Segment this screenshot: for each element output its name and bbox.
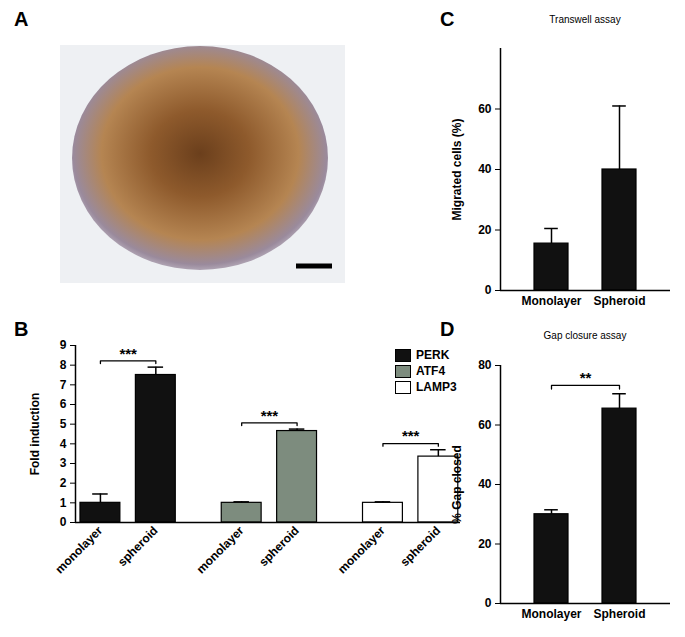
svg-text:0: 0	[485, 283, 492, 297]
svg-text:2: 2	[60, 476, 67, 490]
svg-text:80: 80	[478, 358, 492, 372]
svg-text:***: ***	[119, 345, 137, 362]
svg-text:0: 0	[60, 515, 67, 529]
svg-text:20: 20	[478, 223, 492, 237]
svg-text:monolayer: monolayer	[335, 523, 388, 576]
svg-text:Migrated cells (%): Migrated cells (%)	[450, 118, 464, 220]
svg-text:monolayer: monolayer	[194, 523, 247, 576]
svg-text:spheroid: spheroid	[256, 523, 302, 569]
svg-text:40: 40	[478, 162, 492, 176]
svg-text:***: ***	[402, 427, 420, 444]
svg-text:***: ***	[261, 407, 279, 424]
svg-text:3: 3	[60, 456, 67, 470]
html-text:ATF4: ATF4	[416, 364, 446, 378]
html-text:Gap closure assay: Gap closure assay	[543, 330, 627, 341]
html-text:PERK: PERK	[416, 348, 450, 362]
svg-text:% Gap closed: % Gap closed	[450, 445, 464, 524]
html-text:C: C	[440, 8, 455, 30]
svg-text:20: 20	[478, 537, 492, 551]
svg-text:1: 1	[60, 496, 67, 510]
svg-text:Monolayer: Monolayer	[521, 294, 581, 308]
svg-text:spheroid: spheroid	[397, 523, 443, 569]
html-text:A: A	[14, 8, 29, 30]
svg-text:spheroid: spheroid	[115, 523, 161, 569]
svg-text:7: 7	[60, 378, 67, 392]
html-text:D: D	[440, 318, 455, 340]
svg-text:Monolayer: Monolayer	[521, 607, 581, 621]
svg-text:8: 8	[60, 358, 67, 372]
svg-text:9: 9	[60, 338, 67, 352]
svg-text:60: 60	[478, 102, 492, 116]
svg-text:4: 4	[60, 437, 67, 451]
html-text:Transwell assay: Transwell assay	[549, 14, 621, 25]
svg-text:6: 6	[60, 397, 67, 411]
svg-text:60: 60	[478, 418, 492, 432]
svg-text:0: 0	[485, 596, 492, 610]
svg-text:Spheroid: Spheroid	[593, 294, 645, 308]
svg-text:40: 40	[478, 477, 492, 491]
html-text:LAMP3: LAMP3	[416, 380, 457, 394]
svg-text:monolayer: monolayer	[52, 523, 105, 576]
svg-text:Spheroid: Spheroid	[593, 607, 645, 621]
html-text:B: B	[14, 318, 29, 340]
svg-text:5: 5	[60, 417, 67, 431]
svg-text:Fold induction: Fold induction	[28, 393, 42, 476]
svg-text:**: **	[580, 369, 592, 386]
